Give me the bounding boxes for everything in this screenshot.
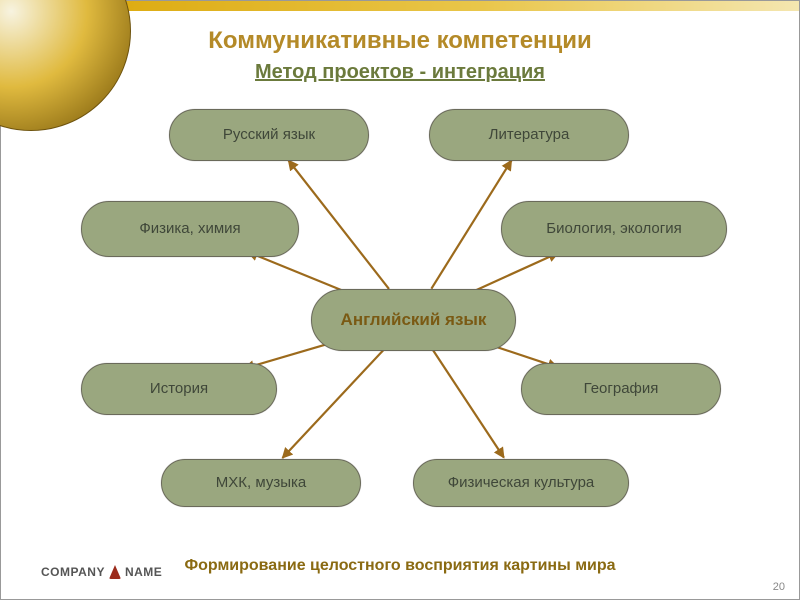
arrow-to-russian — [288, 160, 389, 289]
node-pe: Физическая культура — [413, 459, 629, 507]
node-history: История — [81, 363, 277, 415]
company-word-left: COMPANY — [41, 565, 105, 579]
node-geography: География — [521, 363, 721, 415]
node-art-music: МХК, музыка — [161, 459, 361, 507]
slide-frame: Коммуникативные компетенции Метод проект… — [0, 0, 800, 600]
slide-title: Коммуникативные компетенции — [1, 27, 799, 55]
node-physchem: Физика, химия — [81, 201, 299, 257]
flame-icon — [109, 565, 121, 579]
arrow-to-pe — [432, 349, 503, 457]
slide-subtitle: Метод проектов - интеграция — [1, 61, 799, 84]
node-bioeco: Биология, экология — [501, 201, 727, 257]
arrow-to-art-music — [282, 349, 384, 458]
node-literature: Литература — [429, 109, 629, 161]
company-word-right: NAME — [125, 565, 162, 579]
node-english: Английский язык — [311, 289, 516, 351]
diagram-canvas: Русский язык Литература Физика, химия Биоло… — [1, 91, 799, 551]
company-logo: COMPANY NAME — [41, 565, 162, 579]
arrow-to-physchem — [248, 252, 352, 294]
page-number: 20 — [773, 581, 785, 593]
arrow-to-bioeco — [469, 253, 558, 293]
arrow-to-literature — [431, 160, 511, 288]
node-russian: Русский язык — [169, 109, 369, 161]
